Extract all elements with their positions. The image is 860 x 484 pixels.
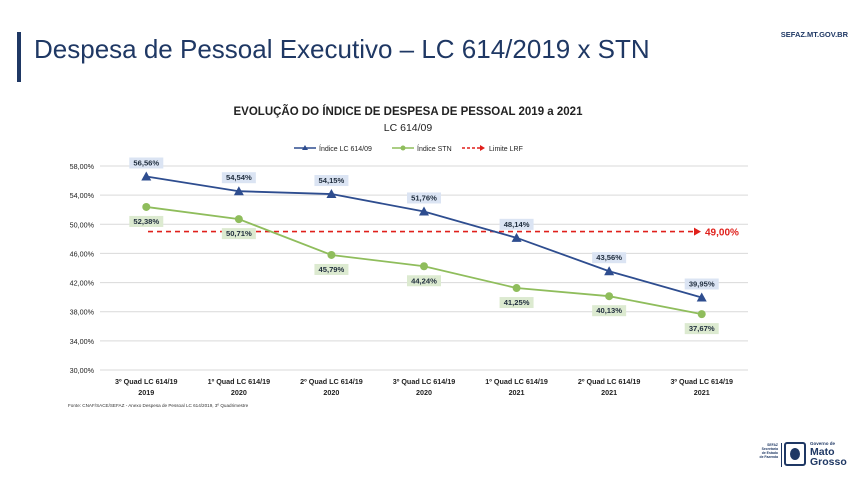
legend-lc-marker [302,145,308,150]
y-tick-label: 50,00% [70,220,95,229]
y-tick-label: 46,00% [70,249,95,258]
legend-limit-label: Limite LRF [489,146,523,153]
lc-series-point [511,232,522,242]
lc-series-data-label: 54,54% [226,173,252,182]
x-tick-label: 2º Quad LC 614/19 [300,377,363,386]
y-tick-label: 58,00% [70,162,95,171]
stn-series-label-bg [221,228,256,240]
lc-series-point [696,292,707,302]
stn-series-point [142,202,151,211]
y-tick-label: 42,00% [70,279,95,288]
x-tick-label: 2º Quad LC 614/19 [578,377,641,386]
logo-state-name: Mato Grosso [810,446,847,468]
stn-series-label-bg [499,297,534,309]
x-tick-year: 2019 [138,388,154,397]
y-tick-label: 34,00% [70,337,95,346]
lc-series-data-label: 56,56% [133,158,159,167]
stn-series-data-label: 41,25% [504,298,530,307]
x-tick-year: 2020 [323,388,339,397]
lc-series-data-label: 48,14% [504,220,530,229]
stn-series-label-bg [684,323,719,335]
stn-series-data-label: 50,71% [226,229,252,238]
stn-series-data-label: 44,24% [411,276,437,285]
stn-series-point [697,310,706,319]
sefaz-logo-text: SEFAZ Secretaria de Estado de Fazenda [758,443,782,467]
government-logo: SEFAZ Secretaria de Estado de Fazenda Go… [758,440,850,470]
lc-series-label-bg [221,172,256,184]
stn-series-label-bg [314,263,349,275]
legend-lc-label: Índice LC 614/09 [319,144,372,153]
stn-series-data-label: 37,67% [689,324,715,333]
lc-series-data-label: 51,76% [411,193,437,202]
lc-series-point [604,266,615,276]
lc-series-data-label: 54,15% [319,176,345,185]
stn-series-point [605,292,614,301]
legend-stn-label: Índice STN [417,144,452,153]
x-tick-year: 2021 [694,388,710,397]
x-tick-year: 2020 [416,388,432,397]
y-axis: 30,00% 34,00% 38,00% 42,00% 46,00% 50,00% 54,0… [70,162,95,375]
lc-series-label-bg [129,157,164,169]
x-tick-label: 1º Quad LC 614/19 [208,377,271,386]
x-tick-label: 3º Quad LC 614/19 [670,377,733,386]
lc-series-data-label: 39,95% [689,280,715,289]
chart-series: 49,00% 56,56% 54,54% 54,15% 51,76% 48,14% 43,5… [129,157,739,335]
x-tick-year: 2020 [231,388,247,397]
stn-series-label-bg [407,275,441,287]
x-tick-label: 1º Quad LC 614/19 [485,377,548,386]
stn-series-data-label: 45,79% [319,265,345,274]
y-tick-label: 30,00% [70,366,95,375]
stn-series-label-bg [592,305,627,317]
x-axis: 3º Quad LC 614/19 2019 1º Quad LC 614/19 20… [115,377,733,397]
stn-series-point [327,250,336,259]
lc-series-point [233,186,244,196]
lc-series-label-bg [314,175,349,187]
chart-title: EVOLUÇÃO DO ÍNDICE DE DESPESA DE PESSOAL… [234,105,584,118]
limit-arrow-marker [694,227,701,236]
stn-series-label-bg [129,215,164,227]
slide-title: Despesa de Pessoal Executivo – LC 614/20… [34,34,650,64]
state-emblem-icon [784,442,806,466]
stn-series-data-label: 40,13% [596,306,622,315]
stn-series-point [512,284,521,293]
title-accent-bar [17,32,21,82]
legend-limit-marker [480,145,485,151]
x-tick-label: 3º Quad LC 614/19 [115,377,178,386]
limit-label: 49,00% [705,228,739,239]
lc-series-label-bg [592,252,627,264]
lc-series-point [141,171,152,181]
source-note: Fonte: CNAF/SACE/SEFAZ - Anexo Despesa d… [68,403,249,408]
stn-series-point [234,215,243,224]
lc-series-label-bg [499,218,534,230]
site-url[interactable]: SEFAZ.MT.GOV.BR [780,30,848,39]
x-tick-year: 2021 [601,388,617,397]
lc-series-point [419,206,429,216]
legend-stn-marker [400,145,406,151]
stn-series-data-label: 52,38% [133,217,159,226]
y-tick-label: 38,00% [70,308,95,317]
lc-series-label-bg [684,278,719,290]
chart-legend: Índice LC 614/09 Índice STN Limite LRF [294,144,523,153]
stn-series-point [420,262,428,271]
lc-series-data-label: 43,56% [596,253,622,262]
logo-government-label: Governo de [810,441,836,446]
chart-subtitle: LC 614/09 [384,122,433,134]
x-tick-year: 2021 [509,388,525,397]
lc-series-label-bg [407,192,441,204]
lc-series-point [326,189,337,199]
y-tick-label: 54,00% [70,191,95,200]
x-tick-label: 3º Quad LC 614/19 [393,377,456,386]
